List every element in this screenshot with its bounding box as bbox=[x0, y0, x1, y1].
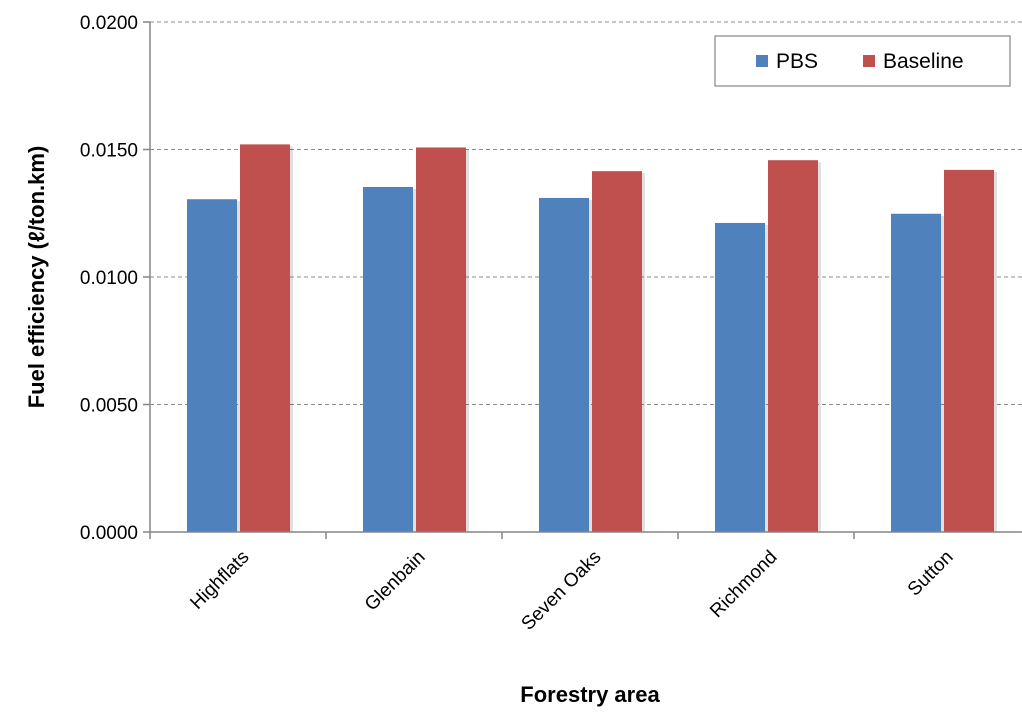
legend-label-pbs: PBS bbox=[776, 50, 818, 73]
y-axis-title: Fuel efficiency (ℓ/ton.km) bbox=[24, 146, 49, 409]
bar-baseline bbox=[768, 160, 818, 532]
x-tick-label: Richmond bbox=[706, 547, 781, 622]
legend: PBS Baseline bbox=[714, 35, 1011, 87]
bars bbox=[187, 144, 997, 533]
bar-pbs bbox=[187, 199, 237, 532]
bar-baseline bbox=[240, 144, 290, 532]
y-tick-label: 0.0000 bbox=[80, 523, 138, 544]
x-ticks: Highflats Glenbain Seven Oaks Richmond Sutto… bbox=[149, 532, 958, 635]
x-axis-title: Forestry area bbox=[520, 682, 660, 707]
y-tick-label: 0.0050 bbox=[80, 396, 138, 417]
x-tick-label: Sutton bbox=[904, 547, 958, 601]
legend-swatch-baseline bbox=[863, 55, 875, 67]
y-ticks: 0.0000 0.0050 0.0100 0.0150 0.0200 bbox=[80, 13, 150, 544]
x-tick-label: Seven Oaks bbox=[518, 547, 606, 635]
legend-swatch-pbs bbox=[756, 55, 768, 67]
y-tick-label: 0.0150 bbox=[80, 141, 138, 162]
y-tick-label: 0.0200 bbox=[80, 13, 138, 34]
x-tick-label: Highflats bbox=[186, 547, 253, 614]
bar-pbs bbox=[363, 186, 413, 533]
legend-label-baseline: Baseline bbox=[883, 50, 964, 73]
legend-box bbox=[714, 35, 1011, 87]
bar-pbs bbox=[539, 197, 589, 532]
bar-baseline bbox=[592, 171, 642, 533]
bar-baseline bbox=[416, 147, 466, 532]
bar-baseline bbox=[944, 169, 994, 532]
y-tick-label: 0.0100 bbox=[80, 268, 138, 289]
bar-pbs bbox=[891, 213, 941, 532]
x-tick-label: Glenbain bbox=[361, 547, 430, 616]
bar-pbs bbox=[715, 222, 765, 532]
